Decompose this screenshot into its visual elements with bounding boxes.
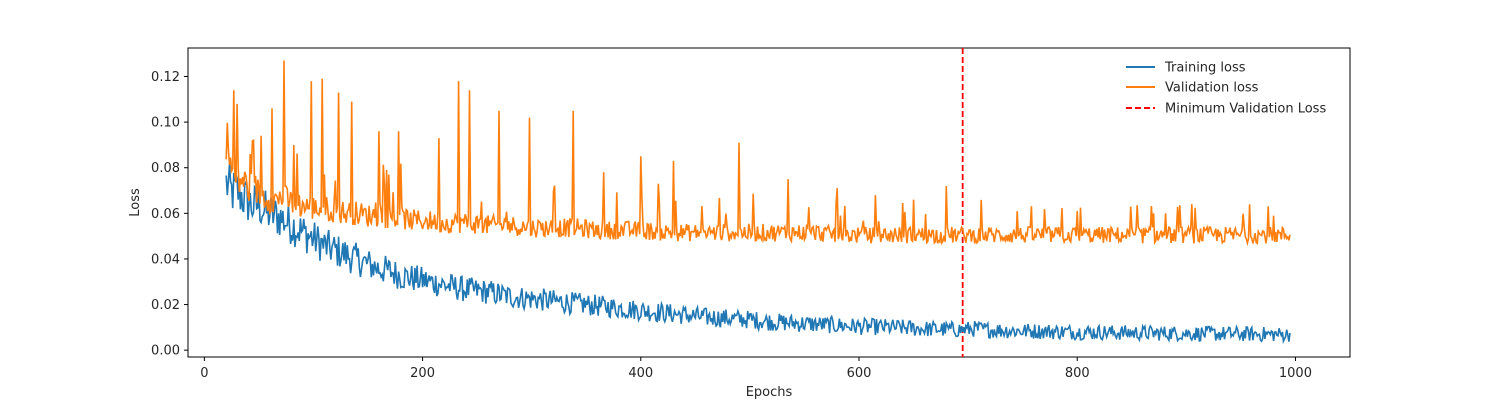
y-tick-label: 0.00 (151, 344, 180, 359)
x-tick-label: 200 (410, 366, 435, 381)
series-line-training (225, 164, 1291, 345)
legend-label-minimum: Minimum Validation Loss (1165, 102, 1326, 117)
legend-label-validation: Validation loss (1165, 81, 1259, 96)
y-tick-label: 0.04 (151, 252, 180, 267)
y-tick-label: 0.06 (151, 207, 180, 222)
y-axis-ticks: 0.00 0.02 0.04 0.06 0.08 0.10 0.12 (151, 70, 188, 359)
y-tick-label: 0.02 (151, 298, 180, 313)
x-tick-label: 400 (628, 366, 653, 381)
y-tick-label: 0.10 (151, 116, 180, 131)
series-group (225, 60, 1291, 345)
y-tick-label: 0.12 (151, 70, 180, 85)
series-line-validation (225, 60, 1291, 247)
x-tick-label: 0 (200, 366, 208, 381)
legend: Training loss Validation loss Minimum Va… (1126, 61, 1326, 117)
y-tick-label: 0.08 (151, 161, 180, 176)
x-axis-label: Epochs (746, 385, 793, 400)
x-axis-ticks: 0 200 400 600 800 1000 (200, 357, 1312, 381)
y-axis-label: Loss (128, 188, 143, 217)
x-tick-label: 600 (847, 366, 872, 381)
x-tick-label: 800 (1065, 366, 1090, 381)
legend-label-training: Training loss (1164, 61, 1246, 76)
x-tick-label: 1000 (1279, 366, 1312, 381)
plot-frame (187, 47, 1351, 358)
